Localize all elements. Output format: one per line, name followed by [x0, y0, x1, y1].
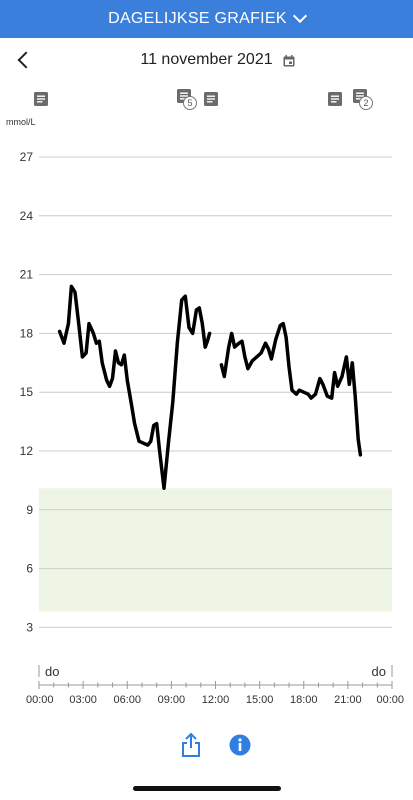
day-label: do: [372, 664, 386, 679]
note-count-badge: 2: [359, 96, 373, 110]
glucose-line: [219, 321, 363, 457]
current-date: 11 november 2021: [140, 51, 273, 68]
share-icon[interactable]: [180, 732, 202, 758]
y-tick-label: 3: [26, 620, 33, 634]
info-icon[interactable]: [229, 734, 251, 756]
x-tick-label: 00:00: [376, 694, 404, 706]
bottom-toolbar: [0, 732, 413, 762]
y-tick-label: 9: [26, 503, 33, 517]
x-tick-label: 15:00: [246, 694, 274, 706]
y-tick-label: 6: [26, 562, 33, 576]
x-tick-label: 09:00: [158, 694, 186, 706]
x-tick-label: 18:00: [290, 694, 318, 706]
y-tick-label: 18: [20, 326, 34, 340]
y-tick-label: 15: [20, 385, 34, 399]
y-tick-label: 24: [20, 209, 34, 223]
chevron-down-icon: [292, 8, 307, 24]
note-icon[interactable]: [204, 92, 218, 106]
glucose-line: [57, 284, 212, 490]
x-tick-label: 00:00: [26, 694, 54, 706]
y-tick-label: 27: [20, 150, 34, 164]
note-count-badge: 5: [183, 96, 197, 110]
date-navigation: 11 november 2021: [0, 38, 413, 83]
note-icon[interactable]: [34, 92, 48, 106]
glucose-chart: 3 6 9 12 15 18 21 24 27 do do 00:00 03:00 06:00 09:00…: [20, 150, 404, 706]
target-range-band: [39, 488, 392, 612]
y-axis-unit: mmol/L: [6, 117, 36, 127]
note-icon[interactable]: [328, 92, 342, 106]
page-title: DAGELIJKSE GRAFIEK: [108, 10, 287, 27]
y-tick-label: 21: [20, 268, 34, 282]
home-indicator: [133, 786, 281, 791]
x-tick-label: 21:00: [334, 694, 362, 706]
y-tick-label: 12: [20, 444, 34, 458]
x-tick-label: 06:00: [113, 694, 141, 706]
day-label: do: [45, 664, 59, 679]
x-tick-label: 03:00: [69, 694, 97, 706]
chart-type-selector[interactable]: DAGELIJKSE GRAFIEK: [0, 0, 413, 38]
x-tick-label: 12:00: [202, 694, 230, 706]
calendar-icon[interactable]: [283, 55, 295, 67]
